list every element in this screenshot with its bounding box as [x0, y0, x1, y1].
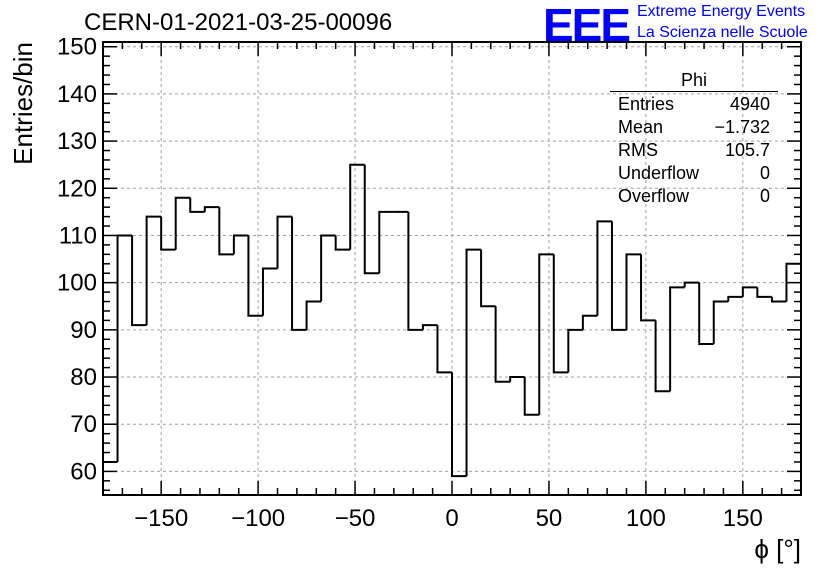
y-tick-label: 150: [57, 34, 97, 61]
histogram-bin: [756, 287, 772, 298]
histogram-bin: [523, 377, 540, 416]
stats-label: Entries: [618, 94, 675, 114]
histogram-bin: [276, 215, 293, 269]
histogram-bin: [567, 328, 583, 373]
stats-row-underflow: Underflow 0: [610, 162, 778, 185]
x-tick-label: 50: [536, 505, 563, 532]
histogram-bin: [509, 376, 525, 382]
stats-row-rms: RMS 105.7: [610, 139, 778, 162]
histogram-bin: [305, 300, 322, 330]
histogram-bin: [378, 210, 394, 274]
histogram-bin: [189, 197, 205, 213]
histogram-bin: [363, 164, 380, 275]
y-tick-label: 90: [70, 317, 97, 344]
histogram-bin: [698, 282, 714, 345]
y-axis-label: Entries/bin: [8, 42, 38, 165]
logo-tagline-2: La Scienza nelle Scuole: [637, 24, 808, 41]
histogram-bin: [712, 300, 729, 344]
stats-row-entries: Entries 4940: [610, 93, 778, 116]
histogram-bin: [131, 235, 147, 327]
histogram-bin: [640, 254, 656, 322]
x-tick-label: 150: [723, 505, 763, 532]
histogram-bin: [465, 248, 482, 477]
histogram-bin: [145, 215, 162, 326]
y-tick-label: 80: [70, 364, 97, 391]
histogram-bin: [116, 234, 133, 462]
histogram-bin: [552, 254, 569, 374]
histogram-bin: [480, 249, 496, 308]
x-tick-label: −100: [231, 505, 285, 532]
histogram-bin: [160, 216, 176, 251]
histogram-bin: [349, 163, 365, 250]
histogram-bin: [291, 216, 307, 331]
histogram-bin: [436, 325, 452, 374]
histogram-bin: [261, 267, 278, 316]
histogram-bin: [320, 234, 336, 302]
y-tick-label: 130: [57, 128, 97, 155]
histogram-bin: [174, 196, 191, 250]
histogram-bin: [494, 306, 511, 383]
y-tick-label: 70: [70, 411, 97, 438]
x-tick-label: −150: [134, 505, 188, 532]
stats-title: Phi: [610, 70, 778, 92]
stats-label: Mean: [618, 117, 664, 137]
y-tick-label: 100: [57, 270, 97, 297]
y-tick-label: 140: [57, 81, 97, 108]
histogram-bin: [581, 314, 598, 330]
histogram-bin: [232, 234, 249, 255]
histogram-bin: [741, 286, 758, 297]
stats-value: 0: [759, 163, 770, 183]
logo-tagline-1: Extreme Energy Events: [637, 3, 806, 20]
histogram-bin: [625, 253, 642, 330]
stats-label: RMS: [618, 140, 658, 160]
histogram-bin: [727, 295, 743, 302]
x-axis-label: ϕ [°]: [754, 534, 801, 564]
x-tick-label: 100: [626, 505, 666, 532]
histogram-bin: [421, 324, 438, 330]
y-tick-label: 120: [57, 175, 97, 202]
stats-row-mean: Mean −1.732: [610, 116, 778, 139]
histogram-bin: [334, 235, 351, 251]
stats-box: Phi Entries 4940 Mean −1.732 RMS 105.7 U…: [610, 70, 778, 208]
stats-value: 105.7: [724, 140, 770, 160]
histogram-bin: [218, 207, 234, 256]
y-tick-label: 60: [70, 458, 97, 485]
histogram-bin: [203, 206, 220, 212]
eee-logo: EEE: [543, 0, 631, 51]
histogram-bin: [770, 296, 787, 303]
histogram-bin: [610, 221, 627, 331]
x-tick-label: 0: [445, 505, 458, 532]
histogram-bin: [407, 211, 423, 331]
histogram-bin: [683, 281, 700, 288]
histogram-bin: [596, 220, 612, 316]
stats-value: 4940: [729, 94, 770, 114]
histogram-bin: [451, 372, 467, 478]
stats-value: −1.732: [714, 117, 770, 137]
run-title: CERN-01-2021-03-25-00096: [84, 9, 393, 36]
stats-row-overflow: Overflow 0: [610, 185, 778, 208]
y-tick-label: 110: [59, 222, 97, 249]
x-tick-label: −50: [335, 505, 376, 532]
histogram-bin: [538, 253, 554, 415]
histogram-bin: [669, 286, 685, 392]
stats-label: Underflow: [618, 163, 700, 183]
stats-label: Overflow: [618, 186, 690, 206]
histogram-bin: [654, 320, 671, 393]
stats-value: 0: [759, 186, 770, 206]
histogram-bin: [247, 235, 263, 317]
